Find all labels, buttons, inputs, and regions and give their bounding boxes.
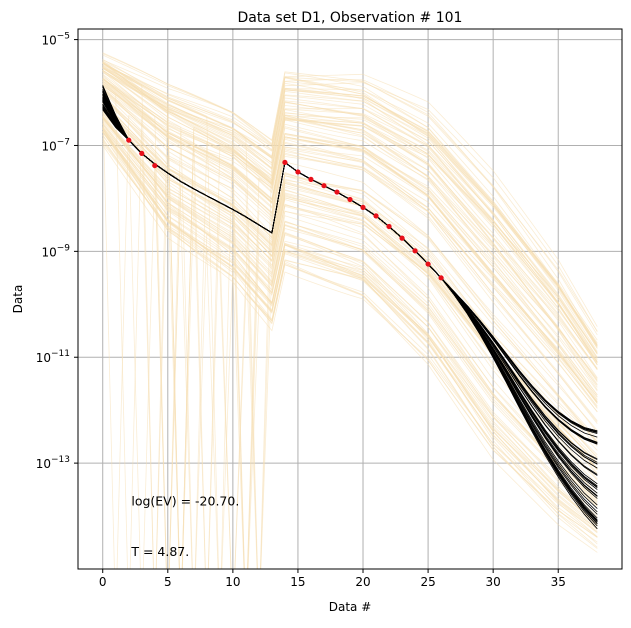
prior-sample-line [102,138,598,553]
observed-data-point [282,159,288,166]
observed-data-point [152,162,158,169]
prior-sample-line [102,105,598,459]
prior-sample-line [102,95,598,456]
prior-sample-line [102,89,598,408]
observed-data-layer [126,137,444,281]
observed-data-point [126,137,132,143]
prior-sample-line [102,118,598,500]
prior-sample-line [102,128,598,527]
prior-sample-line [102,127,598,538]
x-tick-label: 35 [551,575,566,589]
prior-sample-line [102,88,598,442]
prior-sample-line [102,132,598,543]
prior-sample-line [102,130,598,522]
prior-sample-line [102,99,598,569]
observed-data-point [334,189,340,195]
prior-sample-line [102,122,598,507]
x-tick-label: 10 [225,575,240,589]
x-axis-ticks: 0 5 10 15 20 25 30 35 [99,569,566,589]
observed-data-point [438,275,444,281]
plot-frame [77,28,623,570]
observed-data-point [347,196,353,203]
prior-sample-line [102,78,598,407]
prior-sample-line [102,78,598,396]
x-tick-label: 15 [290,575,305,589]
prior-sample-line [102,72,598,346]
prior-sample-line [102,77,598,402]
prior-sample-line [102,67,598,362]
observed-data-point [295,169,301,175]
observed-data-point [360,204,366,211]
prior-sample-line [102,89,598,421]
prior-sample-line [102,69,598,569]
prior-sample-line [102,113,598,507]
x-tick-label: 0 [99,575,107,589]
x-axis-label: Data # [329,600,372,614]
prior-sample-line [102,65,598,380]
prior-sample-line [102,62,598,369]
annotation-log-evidence: log(EV) = -20.70. [131,493,239,508]
prior-sample-line [102,131,598,538]
prior-sample-line [102,65,598,355]
prior-sample-line [102,116,598,494]
prior-sample-line [102,85,598,400]
observed-data-point [373,213,379,219]
observed-data-point [139,150,145,157]
prior-sample-line [102,107,598,465]
prior-sample-line [102,70,598,349]
prior-sample-line [102,60,598,336]
x-tick-label: 5 [164,575,172,589]
prior-sample-line [102,67,598,366]
observed-data-point [412,248,418,254]
x-tick-label: 30 [486,575,501,589]
prior-sample-line [102,127,598,524]
x-tick-label: 20 [355,575,370,589]
prior-sample-line [102,80,598,569]
prior-sample-line [102,117,598,501]
prior-sample-line [102,100,598,569]
observed-data-point [308,176,314,182]
prior-sample-line [102,78,598,392]
prior-sample-line [102,96,598,569]
x-tick-label: 25 [420,575,435,589]
prior-sample-line [102,62,598,327]
prior-sample-line [102,87,598,413]
observed-data-point [321,183,327,189]
prior-sample-line [102,118,598,506]
prior-sample-line [102,62,598,346]
prior-sample-line [102,77,598,379]
y-axis-label: Data [11,285,25,314]
observed-data-point [425,261,431,267]
annotation-temperature: T = 4.87. [130,544,189,559]
prior-sample-line [102,73,598,569]
prior-sample-line [102,139,598,538]
observed-data-point [399,235,405,241]
prior-sample-line [102,121,598,500]
prior-ensemble-layer [102,52,598,569]
observed-data-point [386,223,392,230]
chart-title: Data set D1, Observation # 101 [238,10,463,26]
